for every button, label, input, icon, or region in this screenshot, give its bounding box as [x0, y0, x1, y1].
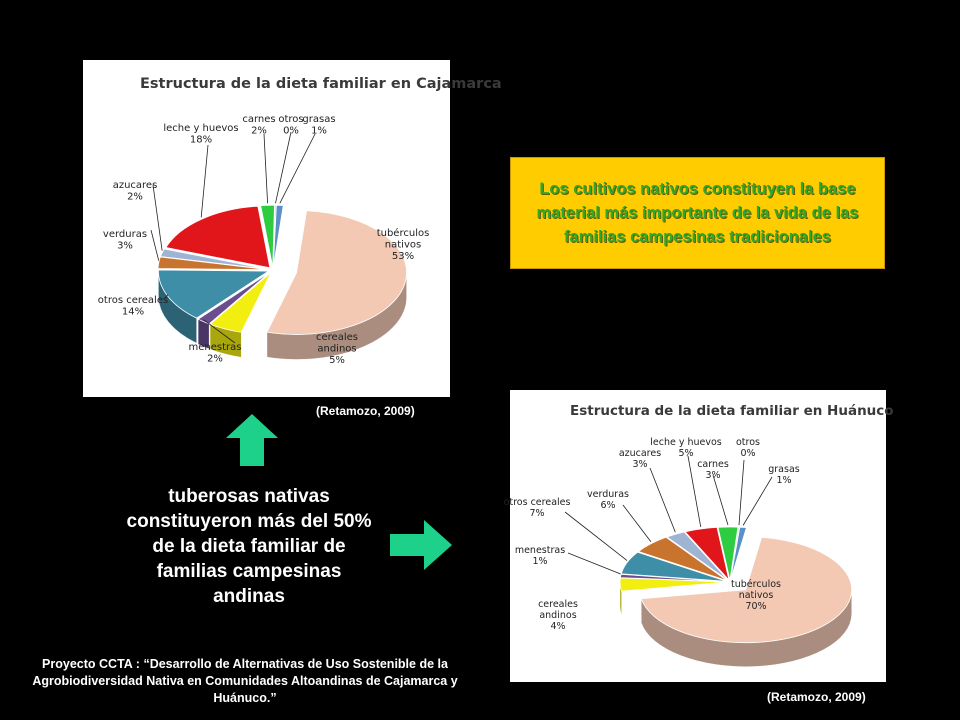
slice-label: verduras 3% [103, 229, 147, 252]
slice-label: cereales andinos 5% [316, 332, 358, 366]
slice-label: otros 0% [736, 437, 760, 459]
pie-slice [158, 269, 270, 319]
pie-slice [272, 204, 284, 268]
slice-label: leche y huevos 5% [650, 437, 722, 459]
leader-line [152, 184, 163, 251]
chart-title: Estructura de la dieta familiar en Huánu… [570, 403, 894, 419]
citation: (Retamozo, 2009) [767, 690, 866, 704]
leader-line [150, 229, 160, 261]
pie-slice [684, 526, 730, 582]
pie-chart-cajamarca: tubérculos nativos 53% cereales andinos 5% men… [98, 114, 430, 366]
pie-slice [637, 536, 728, 581]
slice-label: verduras 6% [587, 489, 629, 511]
pie-slice [157, 256, 269, 271]
project-credit: Proyecto CCTA : “Desarrollo de Alternati… [32, 657, 458, 705]
slice-label: azucares 2% [113, 180, 158, 203]
slice-label: otros cereales 14% [98, 295, 168, 318]
slice-label: carnes 2% [242, 114, 275, 137]
leader-line [622, 504, 652, 543]
slice-label: grasas 1% [768, 464, 800, 486]
pie-slice [266, 210, 407, 335]
chart-panel-huanuco: Estructura de la dieta familiar en Huánu… [504, 390, 894, 682]
leader-line [164, 294, 169, 299]
tuber-statement: tuberosas nativas constituyeron más del … [126, 486, 372, 607]
slice-label: grasas 1% [302, 114, 335, 137]
slice-label: otros 0% [278, 114, 303, 137]
pie-slice [165, 205, 271, 269]
leader-line [275, 131, 292, 204]
chart-title: Estructura de la dieta familiar en Cajam… [140, 76, 502, 92]
leader-line [564, 511, 628, 561]
slice-label: tubérculos nativos 53% [377, 227, 430, 262]
leader-line [738, 459, 745, 526]
leader-line [279, 133, 316, 204]
callout-text: Los cultivos nativos constituyen la base… [536, 180, 859, 246]
pie-slice [620, 551, 727, 582]
slice-label: azucares 3% [619, 448, 661, 470]
leader-line [200, 144, 209, 218]
slice-label: otros cereales 7% [504, 497, 571, 519]
arrow-right-icon [390, 520, 452, 570]
pie-slice [666, 531, 729, 581]
slice-label: menestras 1% [515, 545, 565, 567]
pie-slice [730, 526, 747, 581]
callout-box: Los cultivos nativos constituyen la base… [510, 157, 885, 269]
slice-label: tubérculos nativos 70% [731, 579, 781, 612]
arrow-up-icon [226, 414, 278, 466]
pie-slice [717, 526, 739, 581]
leader-line [649, 467, 676, 533]
pie-slice [619, 573, 727, 583]
leader-line [203, 319, 236, 344]
slice-label: leche y huevos 18% [163, 123, 238, 146]
slice-label: menestras 2% [189, 342, 242, 365]
leader-line [742, 476, 773, 526]
pie-chart-huanuco: tubérculos nativos 70% cereales andinos 4% men… [504, 437, 853, 667]
pie-slice [159, 248, 269, 270]
citation: (Retamozo, 2009) [316, 404, 415, 418]
leader-line [687, 455, 702, 528]
slice-label: carnes 3% [697, 459, 729, 481]
leader-line [712, 474, 729, 526]
pie-slice [640, 536, 853, 644]
slice-label: cereales andinos 4% [538, 599, 578, 632]
leader-line [263, 133, 268, 204]
leader-line [567, 552, 621, 575]
chart-panel-cajamarca: Estructura de la dieta familiar en Cajam… [83, 60, 502, 397]
